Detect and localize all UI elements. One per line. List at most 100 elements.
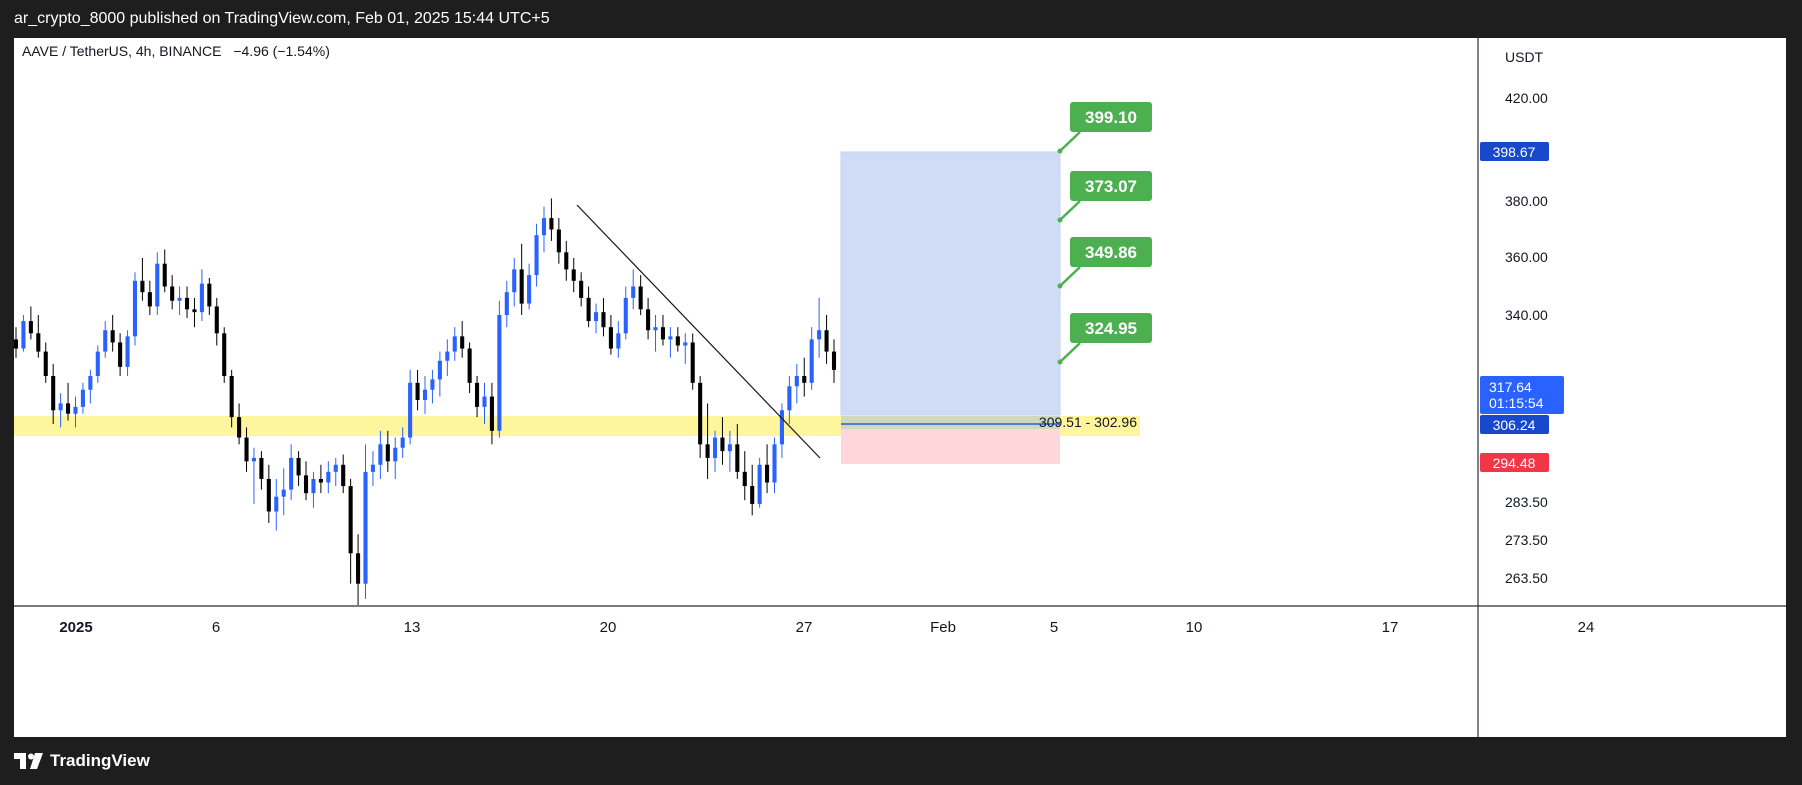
countdown-text: 01:15:54	[1489, 395, 1544, 411]
candle-body	[482, 396, 487, 407]
target-label-1[interactable]: 399.10	[1057, 102, 1153, 154]
target-label-1-box	[1070, 102, 1152, 132]
target-label-2-text: 373.07	[1085, 177, 1137, 196]
candle-body	[341, 464, 346, 487]
downtrend-line[interactable]	[576, 204, 821, 459]
candle-body	[608, 327, 613, 349]
candle-body	[445, 351, 450, 361]
candle-body	[772, 444, 777, 483]
y-tick: 420.00	[1505, 90, 1548, 106]
candle-body	[251, 457, 257, 462]
candle-body	[43, 351, 48, 376]
candle-body	[66, 403, 71, 414]
target-label-2-box	[1070, 171, 1152, 201]
publish-header: ar_crypto_8000 published on TradingView.…	[0, 0, 1802, 38]
chart-frame[interactable]: 309.51 - 302.96 399.10 373.07 349.86	[13, 38, 1786, 737]
target-price-tag-text: 398.67	[1493, 144, 1536, 160]
candle-body	[742, 471, 747, 487]
candle-body	[675, 336, 680, 346]
candle-body	[817, 330, 822, 340]
candle-body	[88, 376, 93, 390]
candle-body	[296, 457, 301, 476]
candle-body	[787, 386, 792, 411]
target-label-4-dot	[1057, 359, 1063, 365]
candle-body	[534, 235, 539, 276]
target-label-4[interactable]: 324.95	[1057, 313, 1153, 365]
candle-body	[214, 306, 219, 334]
tradingview-logo-icon	[14, 753, 43, 769]
candle-body	[222, 333, 227, 376]
candle-body	[579, 280, 584, 298]
candle-body	[326, 471, 331, 483]
candle-body	[311, 478, 316, 494]
candle-body	[638, 286, 643, 310]
candle-body	[95, 351, 100, 376]
candle-body	[155, 263, 160, 307]
target-label-3-pointer	[1059, 266, 1081, 287]
target-label-2-dot	[1057, 217, 1063, 223]
tradingview-logo[interactable]: TradingView	[14, 751, 150, 771]
target-label-2[interactable]: 373.07	[1057, 171, 1153, 223]
candle-body	[475, 382, 480, 407]
current-price-tag-box	[1480, 376, 1564, 414]
candle-body	[73, 406, 78, 414]
candle-body	[80, 389, 85, 407]
candle-body	[184, 297, 190, 310]
currency-label[interactable]: USDT	[1505, 49, 1544, 65]
target-label-2-pointer	[1059, 200, 1081, 221]
entry-price-tag-text: 306.24	[1493, 417, 1536, 433]
price-axis[interactable]: USDT 420.00 380.00 360.00 340.00 283.50 …	[1480, 49, 1564, 586]
x-tick: 17	[1382, 619, 1399, 636]
candle-body	[408, 382, 413, 438]
stop-price-tag-text: 294.48	[1493, 455, 1536, 471]
candle-body	[259, 457, 264, 479]
time-axis[interactable]: 2025 6 13 20 27 Feb 5 10 17 24	[59, 619, 1594, 636]
target-label-4-text: 324.95	[1085, 319, 1137, 338]
target-zone[interactable]	[840, 151, 1061, 416]
y-tick: 380.00	[1505, 193, 1548, 209]
candle-body	[229, 376, 234, 418]
candle-body	[593, 312, 599, 322]
target-label-4-pointer	[1059, 342, 1081, 363]
candle-body	[549, 218, 554, 230]
candle-body	[199, 283, 204, 313]
symbol-legend[interactable]: AAVE / TetherUS, 4h, BINANCE −4.96 (−1.5…	[22, 43, 330, 59]
y-tick: 263.50	[1505, 570, 1548, 586]
x-tick: 10	[1186, 619, 1203, 636]
candle-body	[690, 342, 695, 383]
stop-zone[interactable]	[841, 429, 1060, 464]
x-tick: 27	[796, 619, 813, 636]
candle-body	[177, 297, 182, 301]
candle-body	[363, 471, 368, 584]
support-zone-label: 309.51 - 302.96	[1039, 414, 1137, 430]
candle-body	[385, 444, 390, 462]
candle-body	[318, 478, 323, 483]
change-line: −4.96 (−1.54%)	[233, 43, 330, 59]
entry-price-tag: 306.24	[1480, 415, 1549, 434]
price-chart[interactable]: 309.51 - 302.96 399.10 373.07 349.86	[13, 38, 1786, 737]
x-tick: 6	[212, 619, 220, 636]
candle-body	[437, 360, 442, 380]
candle-body	[564, 252, 569, 270]
candle-body	[660, 327, 666, 340]
candle-body	[170, 286, 175, 301]
candle-body	[103, 330, 108, 352]
x-tick: Feb	[930, 619, 956, 636]
candle-body	[802, 376, 807, 383]
candle-body	[631, 286, 636, 298]
candle-body	[452, 336, 457, 352]
candle-body	[207, 283, 212, 307]
candle-body	[237, 417, 242, 438]
candle-body	[21, 321, 26, 349]
symbol-line: AAVE / TetherUS, 4h, BINANCE	[22, 43, 221, 59]
candle-body	[244, 437, 249, 462]
tradingview-logo-text: TradingView	[50, 751, 150, 770]
y-tick: 283.50	[1505, 494, 1548, 510]
candle-body	[757, 464, 762, 504]
candle-body	[274, 496, 279, 512]
candle-body	[504, 292, 509, 315]
candle-body	[289, 457, 294, 490]
candle-body	[58, 403, 63, 411]
x-tick: 2025	[59, 619, 92, 636]
target-label-3[interactable]: 349.86	[1057, 237, 1153, 289]
